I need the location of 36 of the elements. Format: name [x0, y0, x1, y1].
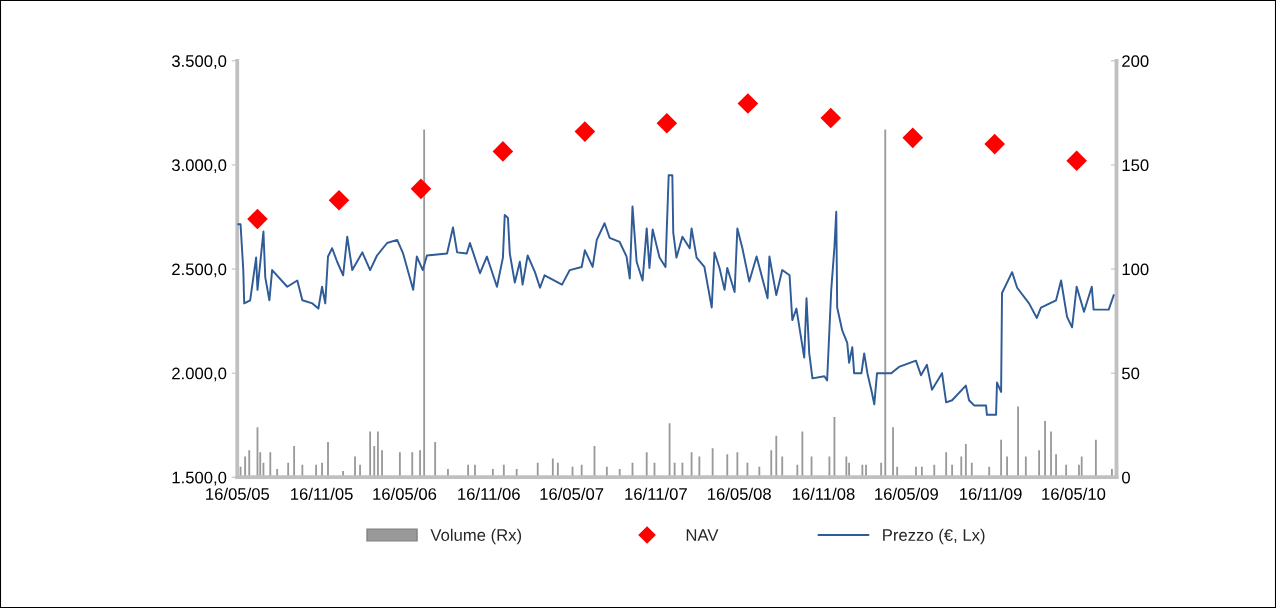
y2-tick-label: 150	[1122, 159, 1149, 172]
x-tick-label: 16/11/07	[625, 487, 687, 500]
x-tick-label: 16/11/09	[960, 487, 1022, 500]
point	[737, 93, 759, 114]
point	[1066, 150, 1087, 172]
point	[247, 208, 268, 230]
y-tick-label: 3.500,0	[171, 55, 227, 69]
legend-label: Prezzo (€, Lx)	[883, 528, 985, 545]
point	[656, 112, 678, 134]
y-tick-label: 3.000,0	[171, 159, 227, 174]
x-tick-label: 16/05/09	[875, 487, 938, 500]
point	[574, 121, 596, 142]
y-tick-label: 2.000,0	[172, 367, 227, 382]
x-tick-label: 16/05/05	[206, 487, 270, 500]
x-tick-label: 16/05/10	[1042, 487, 1106, 500]
point	[820, 107, 842, 129]
point	[328, 190, 350, 211]
x-tick-label: 16/05/06	[373, 487, 437, 500]
y2-tick-label: 0	[1122, 471, 1130, 484]
x-tick-label: 16/11/06	[458, 487, 520, 500]
point	[984, 133, 1005, 155]
y-tick-label: 1.500,0	[172, 471, 227, 486]
point	[492, 141, 514, 162]
line-series	[237, 174, 1115, 416]
point	[410, 178, 432, 200]
x-tick-label: 16/11/05	[291, 487, 353, 500]
y2-tick-label: 100	[1122, 263, 1149, 276]
x-tick-label: 16/05/07	[540, 487, 604, 500]
y2-tick-label: 50	[1122, 367, 1140, 380]
legend-label: NAV	[686, 529, 719, 541]
x-tick-label: 16/05/08	[708, 487, 771, 500]
y2-tick-label: 200	[1122, 55, 1149, 67]
y-tick-label: 2.500,0	[172, 263, 227, 278]
point	[902, 127, 924, 149]
x-tick-label: 16/11/08	[792, 487, 855, 500]
legend-label: Volume (Rx)	[430, 528, 522, 545]
